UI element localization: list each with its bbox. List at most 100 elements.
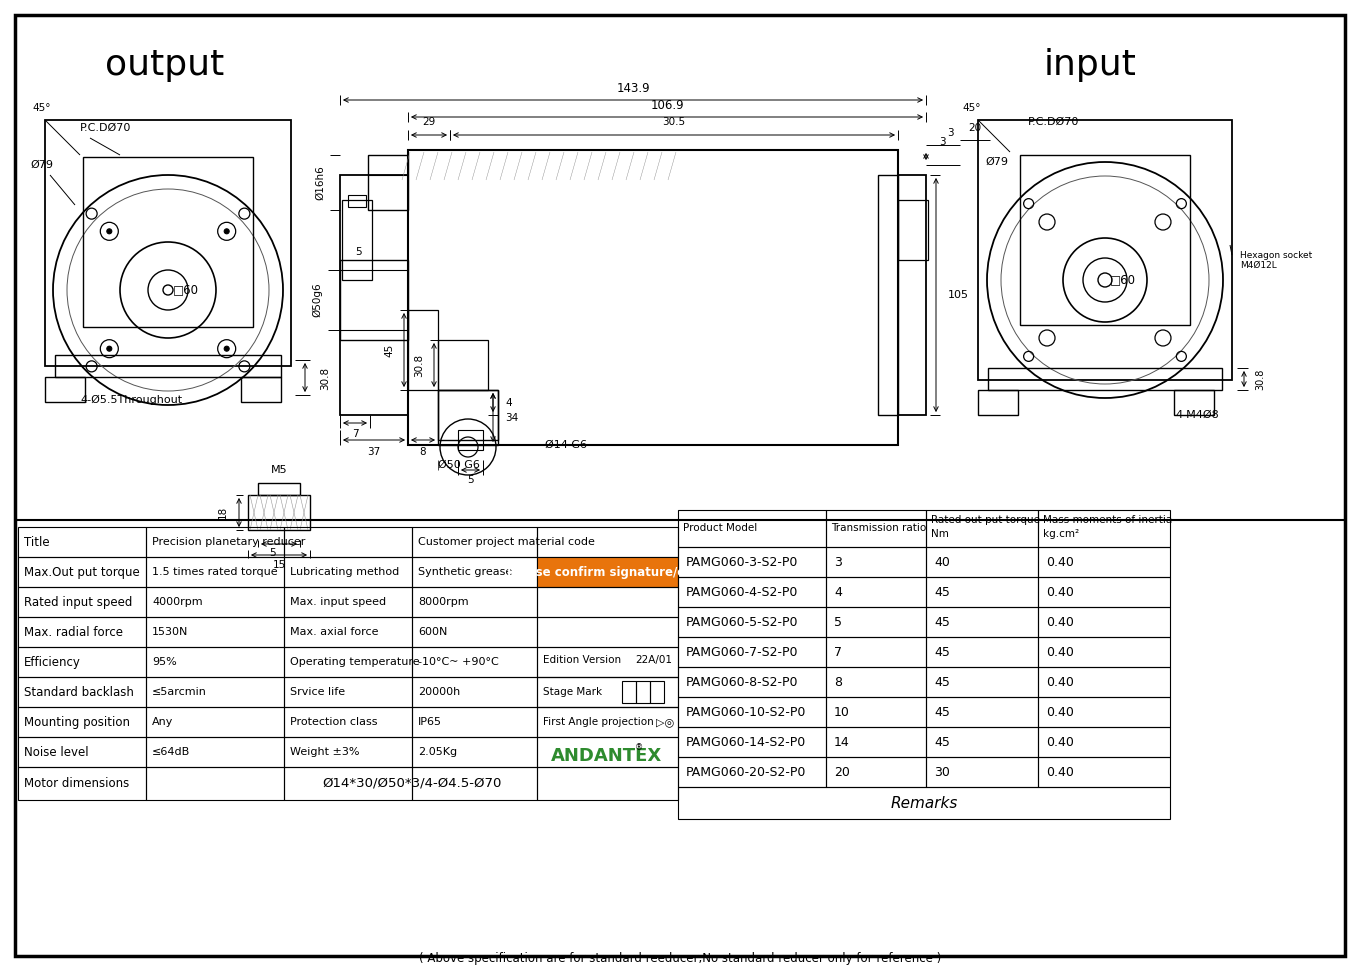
Text: Mass moments of inertia: Mass moments of inertia [1043,515,1172,525]
Bar [412,707,537,737]
Bar [537,767,679,800]
Bar [826,510,926,547]
Text: Ø79: Ø79 [985,157,1008,167]
Bar [284,527,412,557]
Bar [340,260,408,340]
Text: PAMG060-8-S2-P0: PAMG060-8-S2-P0 [685,676,798,688]
Bar [826,727,926,757]
Text: PAMG060-4-S2-P0: PAMG060-4-S2-P0 [685,586,798,598]
Text: Hexagon socket: Hexagon socket [1240,251,1312,259]
Text: PAMG060-20-S2-P0: PAMG060-20-S2-P0 [685,765,806,779]
Text: output: output [105,48,224,82]
Bar [679,757,826,787]
Text: Rated input speed: Rated input speed [24,595,132,609]
Bar [650,681,664,703]
Text: 20: 20 [834,765,850,779]
Bar [926,697,1038,727]
Text: 0.40: 0.40 [1046,765,1074,779]
Text: 1.5 times rated torque: 1.5 times rated torque [152,567,277,577]
Text: ▷◎: ▷◎ [656,717,675,727]
Text: □60: □60 [1110,274,1136,286]
Text: 4-Ø5.5Throughout: 4-Ø5.5Throughout [80,395,182,405]
Bar [284,557,412,587]
Text: 14: 14 [834,735,850,749]
Text: 0.40: 0.40 [1046,586,1074,598]
Bar [348,195,366,207]
Bar [537,677,679,707]
Bar [1038,697,1170,727]
Text: 8: 8 [420,447,426,457]
Text: Transmission ratio: Transmission ratio [831,523,926,533]
Text: 4: 4 [834,586,842,598]
Bar [18,707,146,737]
Bar [45,377,84,402]
Bar [458,430,483,450]
Text: Max. axial force: Max. axial force [290,627,378,637]
Bar [1038,727,1170,757]
Bar [284,767,412,800]
Bar [537,557,679,587]
Text: 1530N: 1530N [152,627,189,637]
Text: 30: 30 [934,765,949,779]
Text: 45: 45 [934,616,949,628]
Text: ≤64dB: ≤64dB [152,747,190,757]
Bar [926,637,1038,667]
Text: PAMG060-7-S2-P0: PAMG060-7-S2-P0 [685,646,798,658]
Text: Edition Version: Edition Version [543,655,622,665]
Bar [18,587,146,617]
Bar [679,577,826,607]
Text: 15: 15 [272,560,286,570]
Bar [284,707,412,737]
Text: M4Ø12L: M4Ø12L [1240,260,1277,270]
Bar [679,667,826,697]
Bar [978,390,1019,415]
Bar [18,557,146,587]
Text: 45: 45 [934,586,949,598]
Bar [679,607,826,637]
Text: 10: 10 [834,706,850,719]
Bar [926,727,1038,757]
Text: 0.40: 0.40 [1046,555,1074,568]
Bar [636,681,650,703]
Bar [679,547,826,577]
Bar [83,157,253,327]
Bar [826,547,926,577]
Bar [146,617,284,647]
Text: 5: 5 [269,548,276,558]
Text: Ø16h6: Ø16h6 [316,166,325,200]
Bar [1038,667,1170,697]
Text: Max. radial force: Max. radial force [24,625,122,639]
Bar [898,175,926,415]
Bar [284,617,412,647]
Text: 3: 3 [947,128,953,138]
Bar [679,697,826,727]
Bar [258,483,301,495]
Text: Efficiency: Efficiency [24,655,80,668]
Text: 600N: 600N [418,627,447,637]
Circle shape [224,229,230,234]
Text: kg.cm²: kg.cm² [1043,529,1078,539]
Bar [1038,637,1170,667]
Text: P.C.DØ70: P.C.DØ70 [80,123,132,133]
Text: First Angle projection: First Angle projection [543,717,654,727]
Text: 45°: 45° [33,103,50,113]
Text: 3: 3 [834,555,842,568]
Bar [412,617,537,647]
Text: 106.9: 106.9 [650,98,684,112]
Text: ®: ® [635,743,643,752]
Text: Srvice life: Srvice life [290,687,345,697]
Text: Ø50g6: Ø50g6 [311,283,322,318]
Bar [1038,547,1170,577]
Text: Ø50 G6: Ø50 G6 [438,460,480,470]
Text: ( Above specification are for standard reeducer,No standard reducer only for ref: ( Above specification are for standard r… [419,952,941,964]
Bar [146,647,284,677]
Text: 30.8: 30.8 [1255,368,1265,389]
Text: Precision planetary reducer: Precision planetary reducer [152,537,306,547]
Text: Product Model: Product Model [683,523,758,533]
Bar [18,767,146,800]
Bar [1020,155,1190,325]
Text: 20: 20 [968,123,982,133]
Bar [1038,510,1170,547]
Text: Remarks: Remarks [891,795,957,811]
Bar [826,577,926,607]
